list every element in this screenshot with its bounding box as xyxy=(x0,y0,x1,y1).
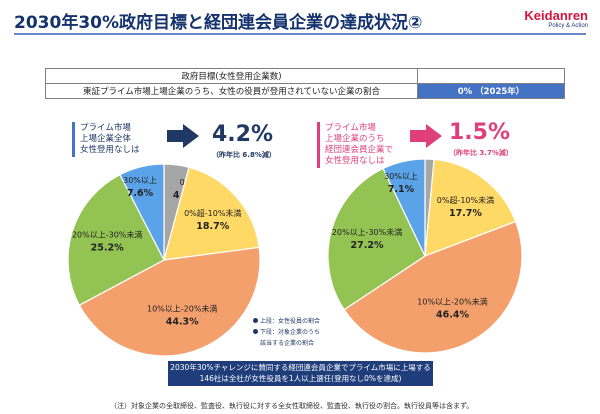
pie-slice xyxy=(424,158,517,257)
pie-category-label: 30%以上 xyxy=(123,176,157,185)
table-row-value: 0% （2025年） xyxy=(417,83,565,99)
pie-slice xyxy=(163,166,260,261)
table-row-label: 東証プライム市場上場企業のうち、女性の役員が登用されていない企業の割合 xyxy=(45,83,418,99)
pie-category-label: 10%以上-20%未満 xyxy=(147,304,217,314)
legend-text: 下段：対象企業のうち xyxy=(260,329,321,336)
pie-legend: 上段：女性役員の割合 下段：対象企業のうち 該当する企業の割合 xyxy=(253,316,320,349)
logo-name: Keidanren xyxy=(524,8,588,23)
pie-value-label: 25.2% xyxy=(91,242,124,253)
logo-tagline: Policy & Action xyxy=(548,23,588,29)
left-header: プライム市場 上場企業全体 女性登用なしは xyxy=(72,122,140,157)
pie-value-label: 17.7% xyxy=(449,208,482,219)
pie-value-label: 18.7% xyxy=(196,221,229,232)
right-sub-value: （昨年比 3.7%減） xyxy=(449,149,513,157)
right-big-value: 1.5% xyxy=(449,120,511,145)
left-header-line: 女性登用なしは xyxy=(80,145,140,155)
table-header: 政府目標(女性登用企業数) xyxy=(45,68,418,84)
pie-value-label: 27.2% xyxy=(351,240,384,251)
pie-category-label: 30%以上 xyxy=(384,172,418,181)
pie-slice xyxy=(67,173,165,307)
pie-chart-left: 0%4.2%0%超-10%未満18.7%10%以上-20%未満44.3%20%以… xyxy=(67,163,261,357)
legend-dot-icon xyxy=(253,329,258,334)
left-header-line: プライム市場 xyxy=(80,123,131,133)
pie-value-label: 7.6% xyxy=(127,188,154,199)
pie-category-label: 10%以上-20%未満 xyxy=(417,296,487,306)
pie-slice xyxy=(78,246,261,357)
target-table: 政府目標(女性登用企業数) 東証プライム市場上場企業のうち、女性の役員が登用され… xyxy=(45,68,565,99)
note-line: 2030年30%チャレンジに賛同する経団連会員企業でプライム市場に上場する xyxy=(170,363,431,372)
left-big-value: 4.2% xyxy=(212,122,274,147)
pie-category-label: 20%以上-30%未満 xyxy=(72,229,142,239)
legend-line: 該当する企業の割合 xyxy=(260,340,315,347)
pie-slice xyxy=(119,163,165,261)
pie-value-label: 46.4% xyxy=(436,309,469,320)
right-header: プライム市場 上場企業のうち 経団連会員企業で 女性登用なしは xyxy=(317,122,393,168)
right-arrow-icon xyxy=(410,124,442,148)
legend-line: 上段：女性役員の割合 xyxy=(253,316,320,327)
legend-dot-icon xyxy=(253,318,258,323)
right-header-line: 経団連会員企業で xyxy=(325,145,394,155)
table-header-empty xyxy=(417,68,565,84)
note-line: 146社は全社が女性役員を1人以上選任(登用なし0%を達成) xyxy=(199,374,402,383)
pie-chart-right: 0%1.5%0%超-10%未満17.7%10%以上-20%未満46.4%20%以… xyxy=(327,158,523,354)
pie-value-label: 7.1% xyxy=(388,184,415,195)
pie-slice xyxy=(382,158,426,257)
pie-slice xyxy=(343,220,523,354)
legend-text: 上段：女性役員の割合 xyxy=(260,318,321,325)
right-header-line: 女性登用なしは xyxy=(325,156,385,166)
pie-category-label: 20%以上-30%未満 xyxy=(332,227,402,237)
pie-slice xyxy=(327,167,426,311)
left-header-line: 上場企業全体 xyxy=(80,134,132,144)
title-rule xyxy=(14,33,586,35)
page-title: 2030年30%政府目標と経団連会員企業の達成状況② xyxy=(14,13,423,33)
left-arrow-icon xyxy=(167,124,199,148)
note-box: 2030年30%チャレンジに賛同する経団連会員企業でプライム市場に上場する 14… xyxy=(168,361,433,386)
footnote: （注）対象企業の全取締役、監査役、執行役に対する全女性取締役、監査役、執行役の割… xyxy=(110,402,474,410)
keidanren-logo: Keidanren Policy & Action xyxy=(524,9,588,30)
pie-value-label: 44.3% xyxy=(166,317,199,328)
left-sub-value: （昨年比 6.8%減） xyxy=(212,151,276,159)
pie-category-label: 0%超-10%未満 xyxy=(437,195,494,205)
right-header-line: 上場企業のうち xyxy=(325,134,385,144)
legend-line: 下段：対象企業のうち xyxy=(253,327,320,338)
right-header-line: プライム市場 xyxy=(325,123,376,133)
pie-category-label: 0%超-10%未満 xyxy=(184,208,241,218)
